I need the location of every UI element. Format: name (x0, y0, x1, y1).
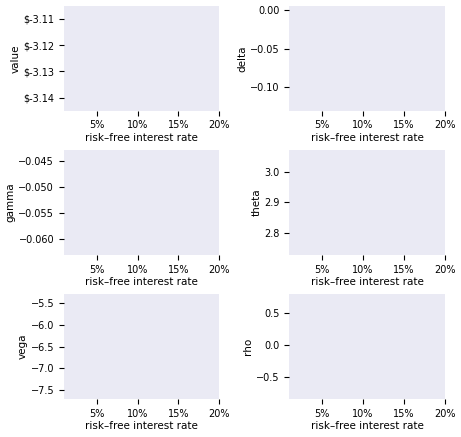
Y-axis label: rho: rho (243, 338, 253, 355)
Y-axis label: gamma: gamma (6, 183, 16, 222)
Y-axis label: vega: vega (18, 334, 28, 359)
X-axis label: risk–free interest rate: risk–free interest rate (311, 421, 423, 431)
Y-axis label: value: value (10, 44, 20, 73)
X-axis label: risk–free interest rate: risk–free interest rate (85, 421, 198, 431)
Y-axis label: theta: theta (251, 189, 261, 216)
X-axis label: risk–free interest rate: risk–free interest rate (311, 277, 423, 287)
X-axis label: risk–free interest rate: risk–free interest rate (311, 133, 423, 143)
Y-axis label: delta: delta (237, 45, 247, 72)
X-axis label: risk–free interest rate: risk–free interest rate (85, 133, 198, 143)
X-axis label: risk–free interest rate: risk–free interest rate (85, 277, 198, 287)
